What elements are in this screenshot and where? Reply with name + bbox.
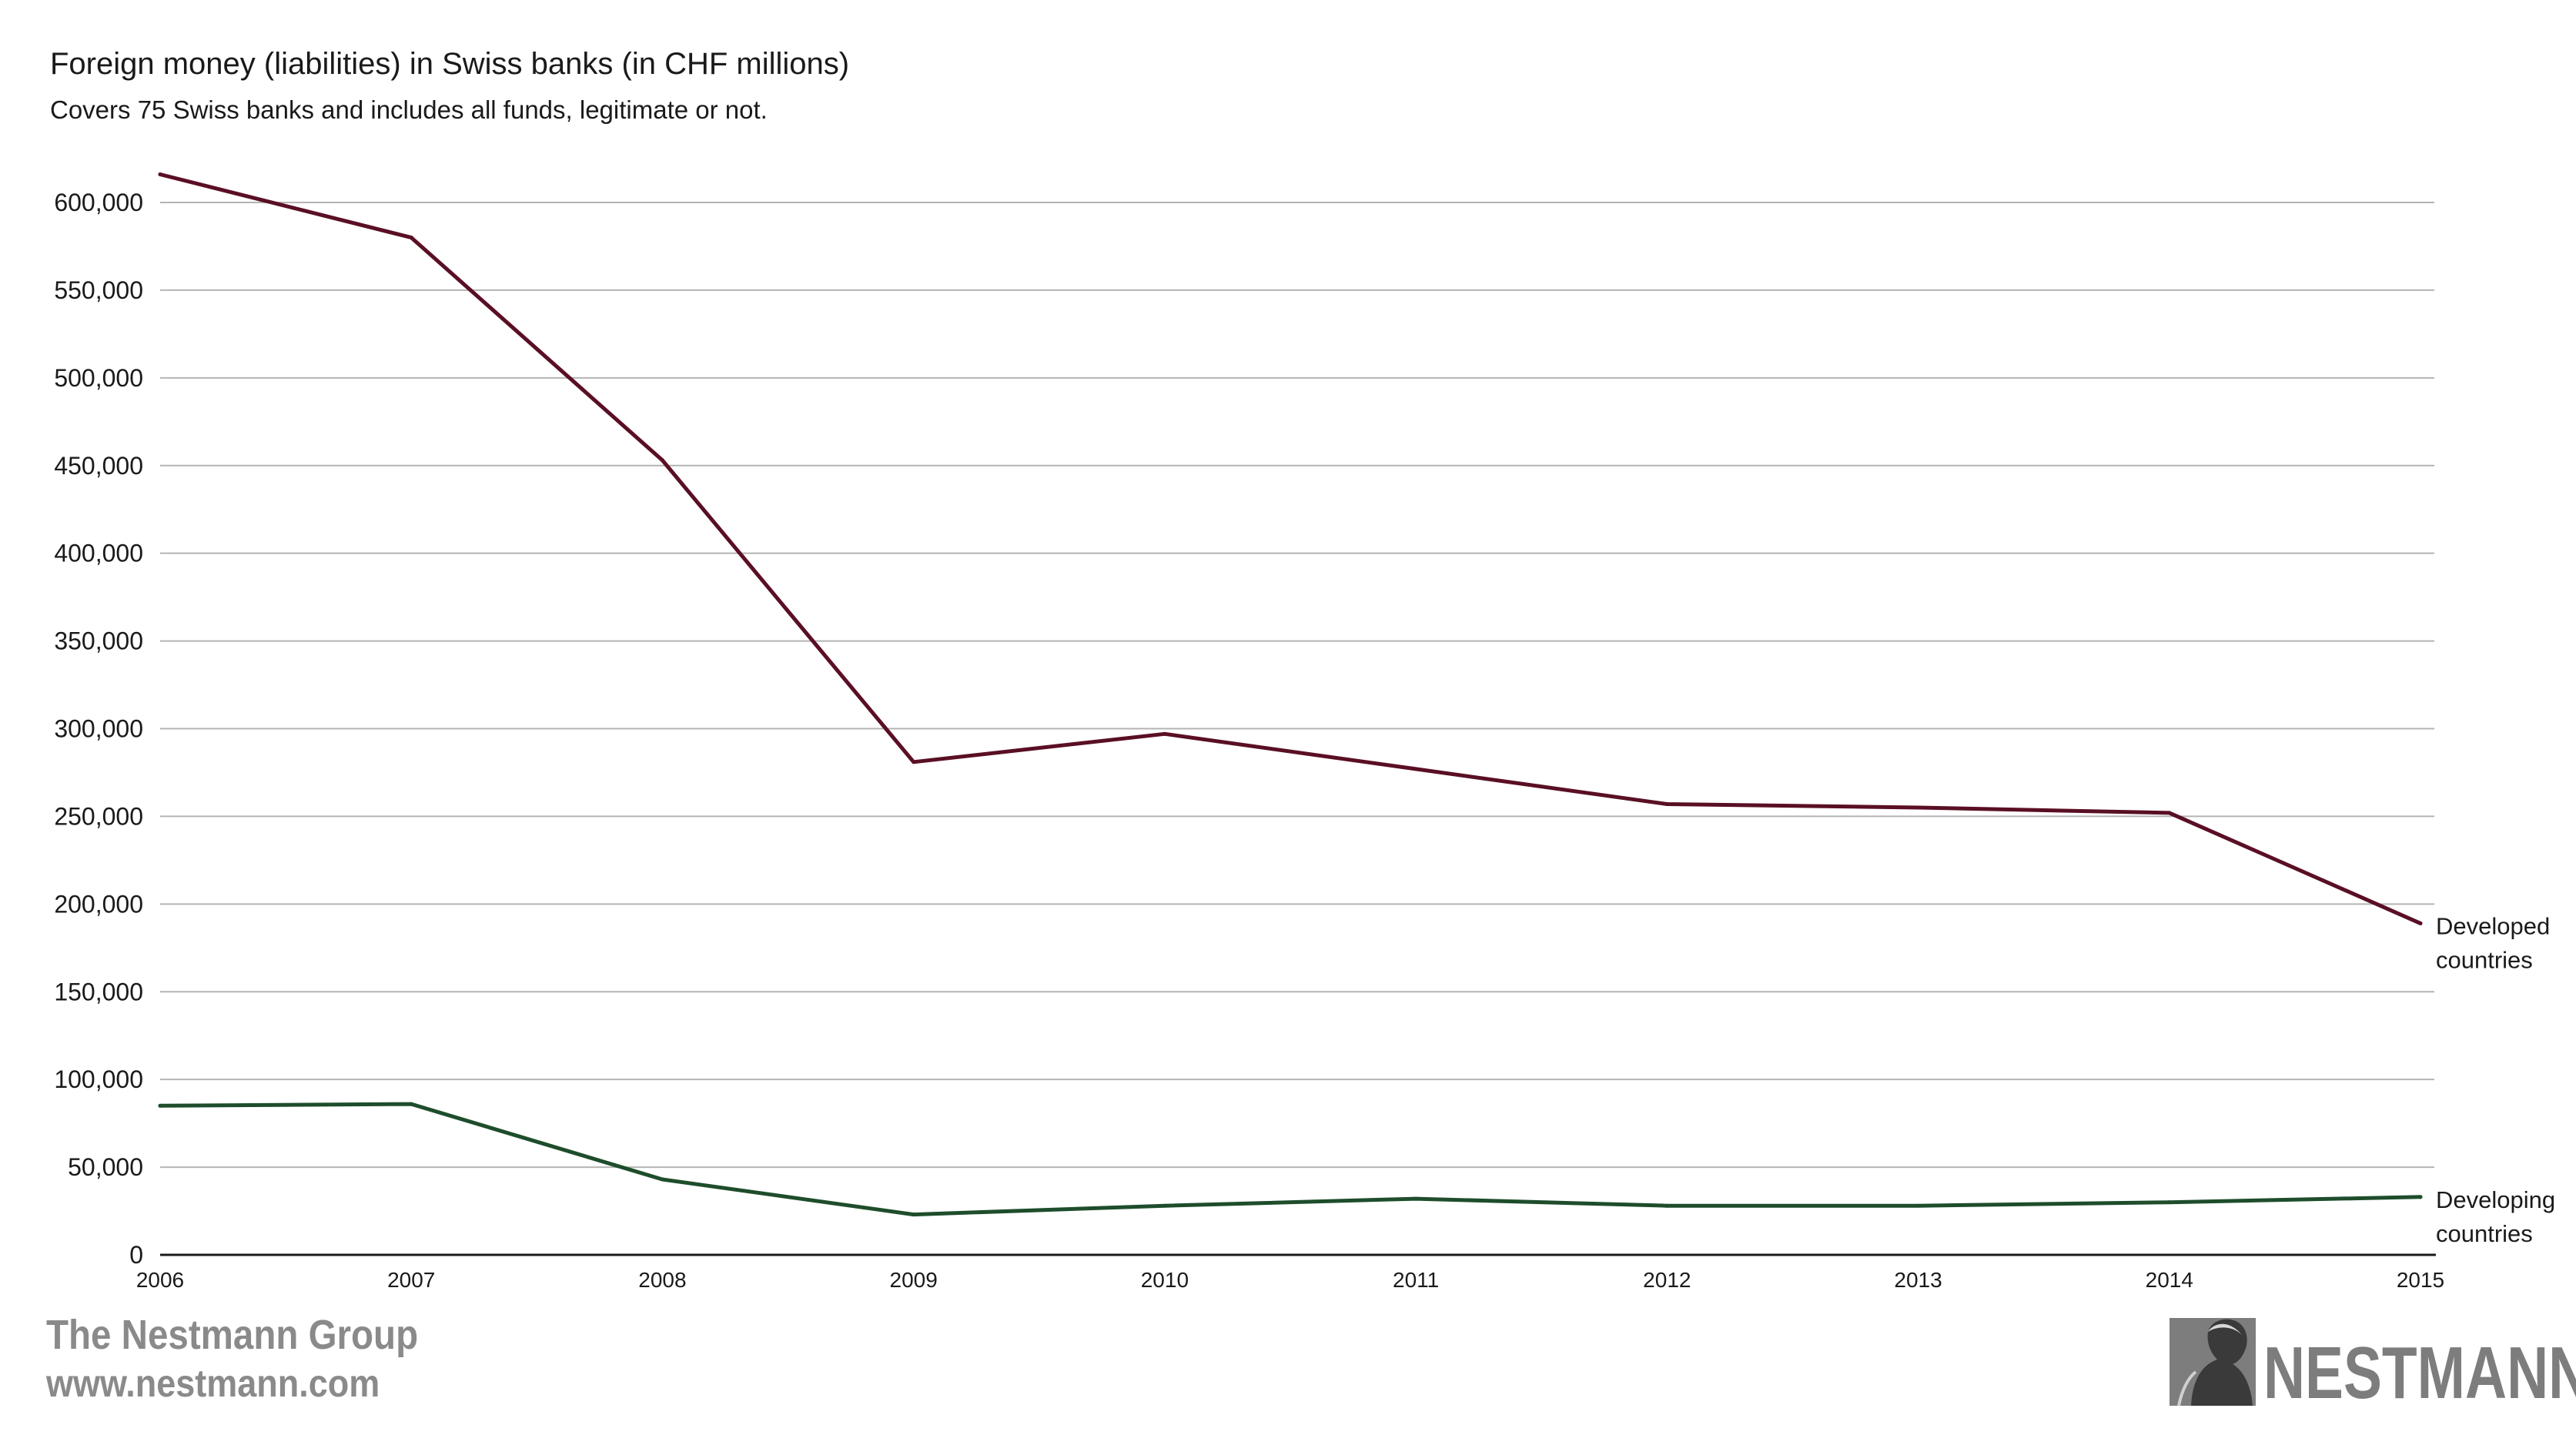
data-point [409,236,413,240]
x-tick-label: 2015 [2397,1268,2444,1292]
y-tick-label: 150,000 [54,978,143,1005]
y-tick-label: 400,000 [54,540,143,567]
logo-wordmark: NESTMANN [2263,1332,2576,1414]
data-point [1916,1203,1921,1208]
y-tick-label: 350,000 [54,627,143,655]
series-line-0 [158,172,2423,925]
data-point [1664,1203,1669,1208]
y-tick-label: 0 [129,1241,143,1269]
x-tick-label: 2012 [1643,1268,1691,1292]
data-point [912,760,916,764]
data-point [912,1213,916,1217]
x-tick-label: 2010 [1141,1268,1189,1292]
x-tick-label: 2011 [1393,1268,1439,1292]
y-tick-label: 50,000 [68,1153,143,1181]
data-point [2418,1195,2423,1199]
data-point [660,1177,664,1182]
y-tick-label: 450,000 [54,452,143,480]
chart-title: Foreign money (liabilities) in Swiss ban… [50,47,849,81]
y-tick-label: 600,000 [54,189,143,216]
series-line-1 [158,1102,2423,1217]
brand-website: www.nestmann.com [45,1363,380,1406]
brand-name: The Nestmann Group [46,1311,418,1358]
portrait-silhouette-icon [2170,1318,2256,1407]
series-label: countries [2436,946,2533,973]
x-tick-label: 2014 [2146,1268,2193,1292]
y-tick-label: 500,000 [54,364,143,392]
data-point [409,1102,413,1106]
data-point [1163,1203,1167,1208]
data-point [2167,1200,2172,1205]
x-axis-ticks: 2006 2007 2008 2009 2010 2011 2012 2013 2014 2015 [136,1268,2444,1292]
series-label: Developing [2436,1186,2555,1213]
y-tick-label: 200,000 [54,890,143,918]
data-point [158,172,162,177]
x-tick-label: 2009 [890,1268,938,1292]
data-point [1163,731,1167,736]
data-point [1413,767,1418,771]
chart-subtitle: Covers 75 Swiss banks and includes all f… [50,95,768,124]
y-tick-label: 100,000 [54,1065,143,1093]
data-point [2418,921,2423,925]
x-tick-label: 2013 [1894,1268,1942,1292]
series-label: Developed [2436,912,2550,939]
data-point [660,458,664,463]
y-tick-label: 550,000 [54,276,143,304]
data-point [1916,805,1921,810]
x-tick-label: 2007 [387,1268,435,1292]
x-tick-label: 2008 [638,1268,686,1292]
data-point [1413,1196,1418,1201]
y-tick-label: 250,000 [54,802,143,830]
y-tick-label: 300,000 [54,715,143,743]
series-lines [158,172,2423,1217]
data-point [158,1103,162,1108]
series-label: countries [2436,1220,2533,1247]
series-labels: Developed countries Developing countries [2436,912,2555,1246]
x-tick-label: 2006 [136,1268,184,1292]
data-point [2167,811,2172,815]
gridlines [160,202,2434,1169]
data-point [1664,801,1669,806]
y-axis-ticks: 0 50,000 100,000 150,000 200,000 250,000 300,0… [54,189,143,1269]
